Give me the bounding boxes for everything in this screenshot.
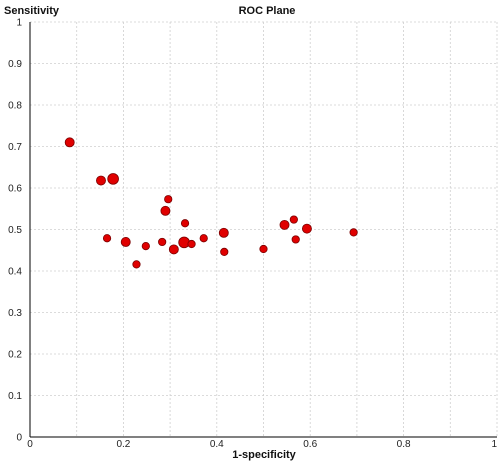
y-axis-label: Sensitivity — [4, 5, 60, 17]
data-point — [187, 239, 196, 249]
gridlines — [30, 21, 498, 437]
y-tick-label: 0.5 — [8, 225, 22, 236]
data-point — [120, 236, 131, 247]
data-point — [132, 260, 141, 269]
y-tick-label: 1 — [16, 18, 22, 29]
data-point — [64, 137, 75, 148]
y-tick-label: 0.3 — [8, 308, 22, 319]
x-tick-label: 0.4 — [210, 439, 224, 450]
y-tick-label: 0.2 — [8, 350, 22, 361]
data-point — [349, 228, 358, 237]
x-axis-label: 1-specificity — [232, 449, 296, 461]
data-point — [180, 219, 190, 228]
data-point — [279, 219, 290, 230]
data-point — [164, 195, 173, 204]
data-point — [141, 242, 150, 251]
y-tick-label: 0.8 — [8, 101, 22, 112]
data-point — [220, 247, 229, 257]
x-tick-label: 0.8 — [397, 439, 411, 450]
data-point — [259, 244, 268, 254]
y-tick-label: 0.6 — [8, 184, 22, 195]
y-tick-label: 0 — [16, 433, 22, 444]
data-points — [64, 137, 358, 269]
data-point — [96, 175, 106, 186]
y-tick-label: 0.4 — [8, 267, 22, 278]
y-tick-label: 0.7 — [8, 142, 22, 153]
data-point — [291, 235, 300, 244]
data-point — [218, 227, 229, 238]
data-point — [107, 173, 119, 185]
data-point — [168, 244, 179, 255]
data-point — [158, 237, 167, 247]
data-point — [102, 234, 112, 243]
x-tick-label: 0.6 — [303, 439, 317, 450]
data-point — [160, 205, 171, 216]
chart-title: ROC Plane — [239, 5, 296, 17]
data-point — [289, 215, 298, 224]
y-tick-label: 0.1 — [8, 391, 22, 402]
y-tick-label: 0.9 — [8, 59, 22, 70]
x-tick-label: 0.2 — [116, 439, 130, 450]
x-tick-label: 1 — [491, 439, 497, 450]
data-point — [199, 234, 208, 243]
data-point — [301, 223, 312, 234]
tick-labels: 0 0.2 0.4 0.6 0.8 1 0 0.1 0.2 0.3 0.4 0.5 0.6 0.7 0.8 0… — [8, 18, 497, 451]
x-tick-label: 0 — [27, 439, 33, 450]
